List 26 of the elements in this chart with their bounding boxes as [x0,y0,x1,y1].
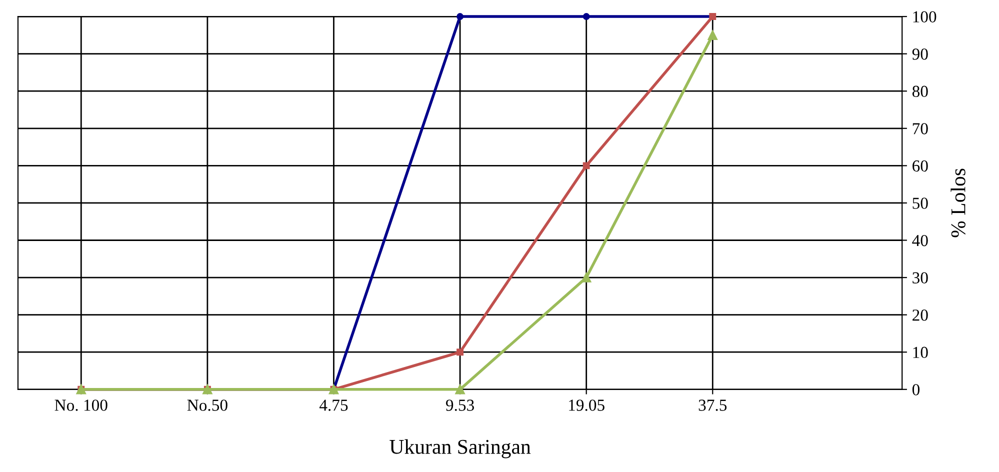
y-tick-label: 50 [912,198,928,209]
point [582,162,590,170]
y-tick-label: 100 [913,11,936,22]
point [708,30,718,40]
x-tick-label: 4.75 [319,400,348,411]
point [582,13,590,20]
y-tick-label: 30 [912,272,928,284]
point [456,348,464,356]
y-tick-label: 90 [912,48,928,60]
y-tick-label: 60 [912,160,928,172]
point [455,384,465,394]
point [456,13,464,20]
y-tick-label: 70 [912,123,928,134]
y-tick-label: 20 [912,310,928,321]
y-axis-title: % Lolos [950,168,966,238]
x-axis-title: Ukuran Saringan [390,439,531,458]
y-tick-label: 40 [912,234,928,246]
x-tick-label: No.50 [187,400,228,411]
y-tick-label: 80 [912,86,928,98]
x-tick-label: 9.53 [446,400,474,411]
x-tick-label: No. 100 [54,400,108,411]
y-tick-label: 0 [912,384,920,396]
point [581,272,592,282]
y-tick-label: 10 [913,346,928,358]
x-tick-label: 19.05 [569,400,604,411]
x-tick-label: 37.5 [698,400,727,411]
